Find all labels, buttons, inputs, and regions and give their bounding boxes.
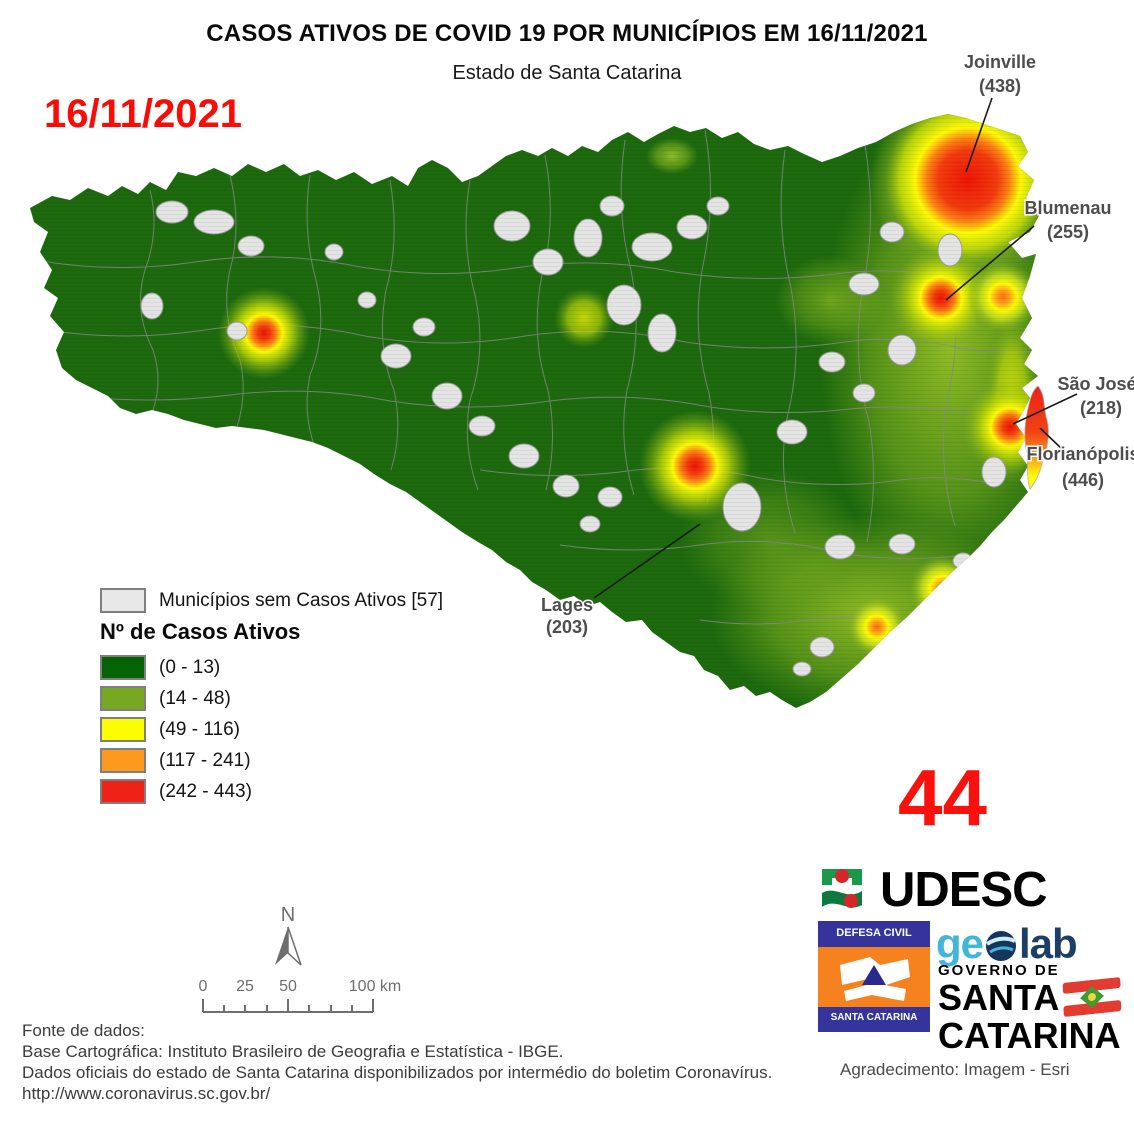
legend-class-row: (14 - 48) bbox=[100, 686, 520, 711]
geolab-logo: ge lab bbox=[936, 920, 1078, 968]
class-label-1: (0 - 13) bbox=[159, 656, 221, 678]
legend-class-row: (117 - 241) bbox=[100, 748, 520, 773]
leader-lines bbox=[593, 97, 1078, 599]
geolab-lab: lab bbox=[1019, 920, 1078, 967]
page-subtitle: Estado de Santa Catarina bbox=[452, 62, 682, 84]
defesa-civil-bottom-label: SANTA CATARINA bbox=[830, 1012, 918, 1023]
legend-class-row: (0 - 13) bbox=[100, 655, 520, 680]
sc-flag-icon bbox=[1062, 977, 1122, 1017]
legend-class-row: (242 - 443) bbox=[100, 779, 520, 804]
geolab-globe-icon bbox=[985, 931, 1017, 961]
source-line: Base Cartográfica: Instituto Brasileiro … bbox=[22, 1042, 564, 1061]
page-title: CASOS ATIVOS DE COVID 19 POR MUNICÍPIOS … bbox=[206, 20, 928, 47]
label-lages-name: Lages bbox=[541, 595, 593, 615]
source-line: Fonte de dados: bbox=[22, 1021, 145, 1040]
class-label-4: (117 - 241) bbox=[159, 749, 251, 771]
defesa-civil-top-label: DEFESA CIVIL bbox=[836, 927, 912, 939]
north-arrow-icon bbox=[275, 926, 302, 966]
legend: Municípios sem Casos Ativos [57] Nº de C… bbox=[100, 588, 520, 810]
udesc-logo: UDESC bbox=[818, 862, 1048, 918]
scale-tick-100: 100 km bbox=[349, 978, 401, 995]
governo-sc-logo: GOVERNO DE SANTA CATARINA bbox=[938, 963, 1134, 1054]
class-swatch-4 bbox=[100, 748, 146, 773]
class-swatch-3 bbox=[100, 717, 146, 742]
label-florianopolis-cases: (446) bbox=[1062, 470, 1104, 490]
label-lages-cases: (203) bbox=[546, 617, 588, 637]
scale-ruler bbox=[202, 999, 374, 1013]
legend-no-cases-row: Municípios sem Casos Ativos [57] bbox=[100, 588, 520, 613]
source-line: http://www.coronavirus.sc.gov.br/ bbox=[22, 1084, 271, 1103]
class-swatch-1 bbox=[100, 655, 146, 680]
count-badge: 44 bbox=[898, 753, 987, 842]
label-blumenau-name: Blumenau bbox=[1024, 198, 1111, 218]
label-blumenau-cases: (255) bbox=[1047, 222, 1089, 242]
governo-line1: GOVERNO DE bbox=[938, 962, 1060, 979]
defesa-civil-emblem bbox=[818, 947, 930, 1007]
class-label-5: (242 - 443) bbox=[159, 780, 252, 802]
scale-tick-25: 25 bbox=[236, 978, 254, 995]
governo-line2: SANTA bbox=[938, 977, 1060, 1018]
no-cases-swatch bbox=[100, 588, 146, 613]
data-source-note: Fonte de dados: Base Cartográfica: Insti… bbox=[22, 1020, 772, 1104]
date-stamp: 16/11/2021 bbox=[44, 92, 242, 136]
label-sao-jose-name: São José bbox=[1057, 374, 1134, 394]
geolab-ge: ge bbox=[936, 920, 984, 967]
legend-class-row: (49 - 116) bbox=[100, 717, 520, 742]
class-swatch-2 bbox=[100, 686, 146, 711]
defesa-civil-logo: DEFESA CIVIL SANTA CATARINA bbox=[818, 921, 930, 1032]
acknowledgment-note: Agradecimento: Imagem - Esri bbox=[840, 1060, 1070, 1079]
scale-tick-50: 50 bbox=[279, 978, 297, 995]
udesc-shield-icon bbox=[822, 869, 862, 908]
label-sao-jose-cases: (218) bbox=[1080, 398, 1122, 418]
label-joinville-name: Joinville bbox=[964, 52, 1036, 72]
udesc-wordmark: UDESC bbox=[880, 863, 1048, 917]
north-label: N bbox=[281, 904, 295, 926]
scale-bar: N 0 25 50 100 km bbox=[199, 904, 401, 1013]
class-label-2: (14 - 48) bbox=[159, 687, 231, 709]
florianopolis-island bbox=[1024, 385, 1049, 490]
source-line: Dados oficiais do estado de Santa Catari… bbox=[22, 1063, 773, 1082]
scale-tick-0: 0 bbox=[199, 978, 208, 995]
label-florianopolis-name: Florianópolis bbox=[1026, 444, 1134, 464]
governo-line3: CATARINA bbox=[938, 1015, 1121, 1056]
class-label-3: (49 - 116) bbox=[159, 718, 240, 740]
label-joinville-cases: (438) bbox=[979, 76, 1021, 96]
class-swatch-5 bbox=[100, 779, 146, 804]
legend-title: Nº de Casos Ativos bbox=[100, 619, 301, 644]
no-cases-label: Municípios sem Casos Ativos [57] bbox=[159, 589, 444, 611]
